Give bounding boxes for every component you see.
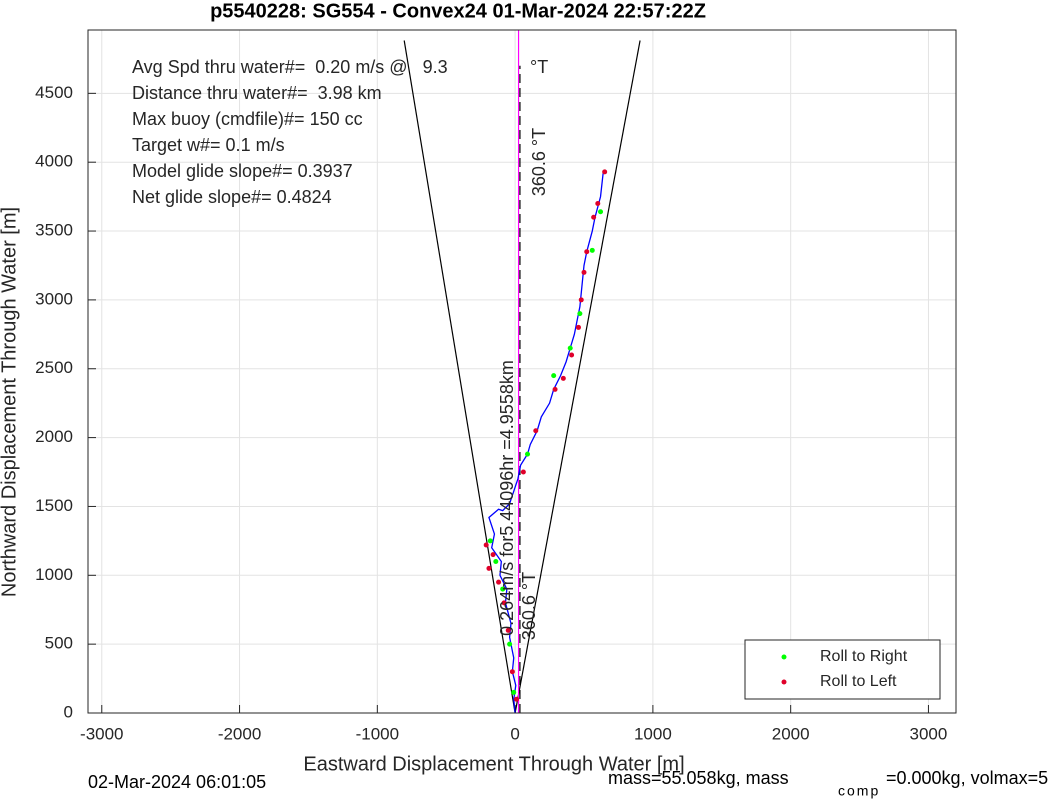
- footer-text: comp: [838, 783, 880, 799]
- footer-text: mass=55.058kg, mass: [608, 768, 789, 788]
- roll-point: [581, 269, 587, 275]
- roll-point: [496, 579, 502, 585]
- annotation: Model glide slope#= 0.3937: [132, 161, 353, 181]
- roll-point: [551, 373, 557, 379]
- roll-point: [483, 542, 489, 548]
- annotation: 360.6 °T: [519, 572, 539, 640]
- roll-point: [493, 559, 499, 565]
- x-tick-label: -2000: [218, 724, 261, 743]
- legend-box: [744, 639, 941, 700]
- roll-point: [500, 586, 506, 592]
- roll-point: [602, 169, 608, 175]
- annotation: Avg Spd thru water#= 0.20 m/s @ 9.3: [132, 57, 448, 77]
- roll-point: [595, 201, 601, 207]
- annotation: 360.6 °T: [529, 128, 549, 196]
- legend-marker: [781, 654, 787, 660]
- roll-point: [501, 600, 507, 606]
- roll-point: [487, 538, 493, 544]
- y-tick-label: 2500: [35, 358, 73, 377]
- x-tick-label: 0: [510, 724, 519, 743]
- roll-point: [511, 689, 517, 695]
- roll-point: [598, 209, 604, 215]
- roll-point: [509, 669, 515, 675]
- roll-point: [533, 428, 539, 434]
- roll-point: [513, 696, 519, 702]
- y-tick-label: 3500: [35, 221, 73, 240]
- x-tick-label: -3000: [80, 724, 123, 743]
- annotation: Target w#= 0.1 m/s: [132, 135, 285, 155]
- y-tick-label: 500: [45, 634, 73, 653]
- legend-label: Roll to Right: [820, 648, 908, 665]
- roll-point: [505, 627, 511, 633]
- roll-point: [575, 324, 581, 330]
- legend-label: Roll to Left: [820, 673, 897, 690]
- roll-point: [589, 247, 595, 253]
- y-tick-label: 2000: [35, 427, 73, 446]
- y-tick-label: 1000: [35, 565, 73, 584]
- y-tick-label: 1500: [35, 496, 73, 515]
- y-axis-label: Northward Displacement Through Water [m]: [0, 207, 20, 597]
- x-tick-label: 3000: [910, 724, 948, 743]
- x-tick-label: 2000: [772, 724, 810, 743]
- footer-text: 02-Mar-2024 06:01:05: [88, 772, 266, 792]
- roll-point: [525, 451, 531, 457]
- roll-point: [584, 249, 590, 255]
- series-line: [403, 40, 516, 713]
- roll-point: [577, 311, 583, 317]
- roll-point: [486, 565, 492, 571]
- axes-box: [87, 29, 957, 714]
- roll-point: [520, 469, 526, 475]
- legend-marker: [781, 679, 787, 685]
- plot-content: [403, 30, 641, 713]
- roll-point: [567, 345, 573, 351]
- y-tick-label: 0: [64, 702, 73, 721]
- footer-text: =0.000kg, volmax=5: [886, 768, 1048, 788]
- roll-point: [591, 214, 597, 220]
- y-tick-label: 4500: [35, 83, 73, 102]
- roll-point: [560, 375, 566, 381]
- roll-point: [490, 552, 496, 558]
- series-line: [514, 40, 641, 713]
- roll-point: [507, 641, 513, 647]
- roll-point: [578, 297, 584, 303]
- y-tick-label: 3000: [35, 289, 73, 308]
- plot-area: [88, 30, 956, 713]
- annotation: °T: [530, 57, 548, 77]
- annotation: Max buoy (cmdfile)#= 150 cc: [132, 109, 363, 129]
- annotation: Distance thru water#= 3.98 km: [132, 83, 382, 103]
- roll-point: [552, 386, 558, 392]
- x-axis-label: Eastward Displacement Through Water [m]: [303, 753, 684, 775]
- annotation: Net glide slope#= 0.4824: [132, 187, 332, 207]
- y-tick-label: 4000: [35, 152, 73, 171]
- chart-title: p5540228: SG554 - Convex24 01-Mar-2024 2…: [210, 0, 706, 22]
- x-tick-label: 1000: [634, 724, 672, 743]
- roll-point: [569, 352, 575, 358]
- annotation: 0.264m/s for5.44096hr =4.9558km: [497, 360, 517, 636]
- x-tick-label: -1000: [356, 724, 399, 743]
